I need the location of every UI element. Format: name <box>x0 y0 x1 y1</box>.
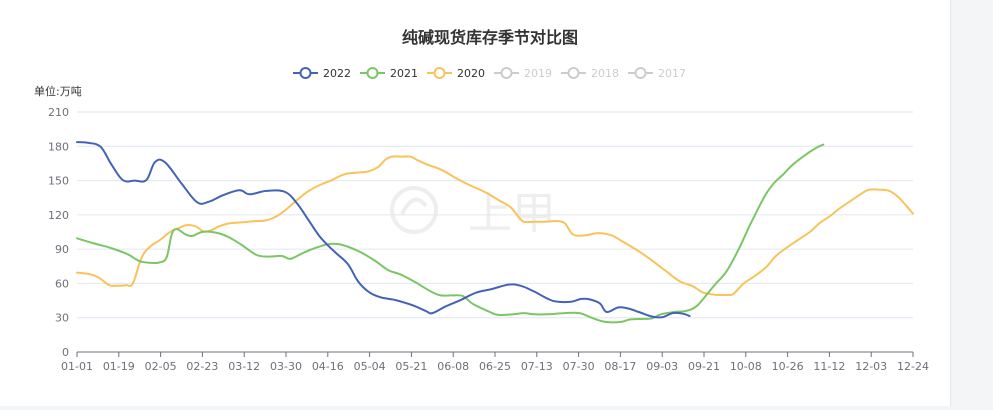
legend-marker <box>500 67 513 79</box>
legend-label: 2021 <box>390 67 418 80</box>
legend-item-2018[interactable]: 2018 <box>561 67 619 80</box>
x-tick-label: 07-30 <box>563 360 595 373</box>
legend-label: 2018 <box>591 67 619 80</box>
x-tick-label: 07-13 <box>521 360 553 373</box>
series-line-2021 <box>76 143 825 324</box>
legend-label: 2022 <box>323 67 351 80</box>
y-tick-label: 120 <box>48 209 69 222</box>
watermark-logo: 上甲 <box>390 186 556 239</box>
y-tick-label: 90 <box>55 243 69 256</box>
legend-label: 2020 <box>457 67 485 80</box>
y-tick-label: 30 <box>55 312 69 325</box>
x-tick-label: 09-21 <box>688 360 720 373</box>
legend-item-2019[interactable]: 2019 <box>494 67 552 80</box>
y-tick-label: 180 <box>48 140 69 153</box>
legend-marker <box>567 67 580 79</box>
chart-card: 纯碱现货库存季节对比图 单位:万吨 上甲 0 30 60 90 120 150 180 210… <box>0 0 951 406</box>
x-tick-label: 02-23 <box>186 360 218 373</box>
legend-item-2017[interactable]: 2017 <box>628 67 686 80</box>
legend-item-2022[interactable]: 2022 <box>293 67 351 80</box>
y-tick-label: 0 <box>62 346 69 359</box>
legend-marker <box>433 67 446 79</box>
x-tick-label: 10-08 <box>730 360 762 373</box>
y-tick-label: 210 <box>48 106 69 119</box>
x-tick-label: 12-03 <box>855 360 887 373</box>
legend-label: 2019 <box>524 67 552 80</box>
x-tick-label: 01-01 <box>61 360 93 373</box>
x-tick-label: 09-03 <box>646 360 678 373</box>
legend-marker <box>634 67 647 79</box>
legend-item-2020[interactable]: 2020 <box>427 67 485 80</box>
y-tick-label: 60 <box>55 277 69 290</box>
x-tick-label: 02-05 <box>145 360 177 373</box>
series-line-2020 <box>76 155 914 297</box>
x-tick-label: 04-16 <box>312 360 344 373</box>
legend-label: 2017 <box>658 67 686 80</box>
x-tick-label: 12-24 <box>897 360 929 373</box>
x-tick-label: 05-04 <box>354 360 386 373</box>
y-axis-unit-label: 单位:万吨 <box>34 84 82 98</box>
x-tick-label: 08-17 <box>604 360 636 373</box>
legend-marker <box>299 67 312 79</box>
x-tick-label: 10-26 <box>772 360 804 373</box>
x-tick-label: 03-12 <box>228 360 260 373</box>
legend-item-2021[interactable]: 2021 <box>360 67 418 80</box>
x-tick-label: 06-25 <box>479 360 511 373</box>
series-line-2022 <box>76 141 691 319</box>
x-tick-label: 03-30 <box>270 360 302 373</box>
watermark-text: 上甲 <box>468 188 556 239</box>
y-tick-label: 150 <box>48 175 69 188</box>
legend-marker <box>366 67 379 79</box>
x-tick-label: 05-21 <box>395 360 427 373</box>
chart-svg: 纯碱现货库存季节对比图 单位:万吨 上甲 0 30 60 90 120 150 180 210… <box>34 28 929 373</box>
x-tick-label: 06-08 <box>437 360 469 373</box>
x-tick-label: 01-19 <box>103 360 135 373</box>
x-tick-label: 11-12 <box>813 360 845 373</box>
page-scroll-strip <box>976 0 993 406</box>
chart-title: 纯碱现货库存季节对比图 <box>402 28 578 47</box>
